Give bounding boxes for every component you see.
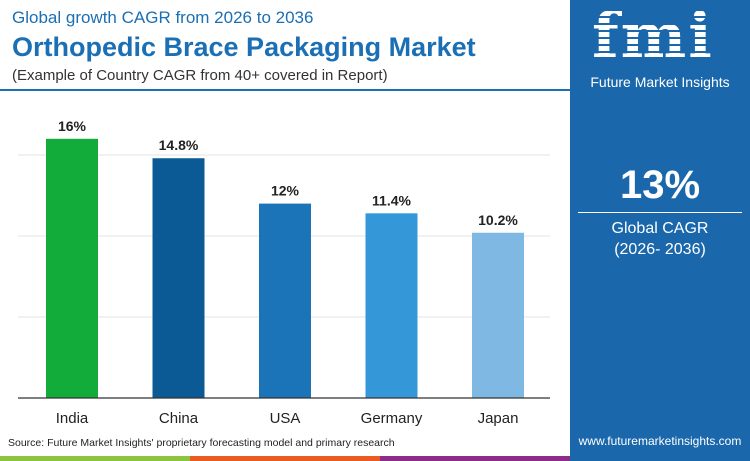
side-panel: fmi Future Market Insights 13% Global CA… bbox=[570, 0, 750, 461]
strip-purple bbox=[380, 456, 570, 461]
cagr-label: Global CAGR bbox=[611, 220, 709, 237]
cagr-divider bbox=[578, 212, 742, 213]
x-tick-label: USA bbox=[270, 410, 301, 427]
global-cagr-value: 13% bbox=[619, 163, 701, 207]
source-note: Source: Future Market Insights' propriet… bbox=[8, 437, 395, 449]
bar-chart: 16% India 14.8% China 12% USA 11.4% Germany 10.2… bbox=[18, 118, 550, 427]
x-tick-label: Germany bbox=[361, 410, 423, 427]
title-divider bbox=[0, 89, 570, 91]
bar-usa bbox=[259, 203, 311, 398]
strip-green bbox=[0, 456, 190, 461]
data-label: 16% bbox=[58, 118, 87, 134]
data-label: 14.8% bbox=[159, 137, 199, 153]
x-tick-label: India bbox=[56, 410, 89, 427]
cagr-period: (2026- 2036) bbox=[614, 241, 706, 258]
bar-india bbox=[46, 138, 98, 399]
bar-germany bbox=[365, 213, 418, 398]
x-tick-label: Japan bbox=[478, 410, 519, 427]
fmi-logo: fmi bbox=[592, 4, 714, 68]
chart-subtitle: Global growth CAGR from 2026 to 2036 bbox=[12, 8, 314, 27]
global-cagr-label: Global CAGR (2026- 2036) bbox=[570, 218, 750, 260]
brand-name: Future Market Insights bbox=[590, 74, 730, 90]
chart-note: (Example of Country CAGR from 40+ covere… bbox=[12, 67, 388, 84]
bar-japan bbox=[472, 232, 524, 398]
data-label: 11.4% bbox=[372, 192, 411, 208]
data-label: 12% bbox=[271, 183, 300, 199]
chart-title: Orthopedic Brace Packaging Market bbox=[12, 32, 476, 62]
data-label: 10.2% bbox=[478, 212, 518, 228]
x-tick-label: China bbox=[159, 410, 199, 427]
website-link[interactable]: www.futuremarketinsights.com bbox=[578, 434, 742, 448]
strip-orange bbox=[190, 456, 380, 461]
bar-china bbox=[152, 158, 205, 398]
